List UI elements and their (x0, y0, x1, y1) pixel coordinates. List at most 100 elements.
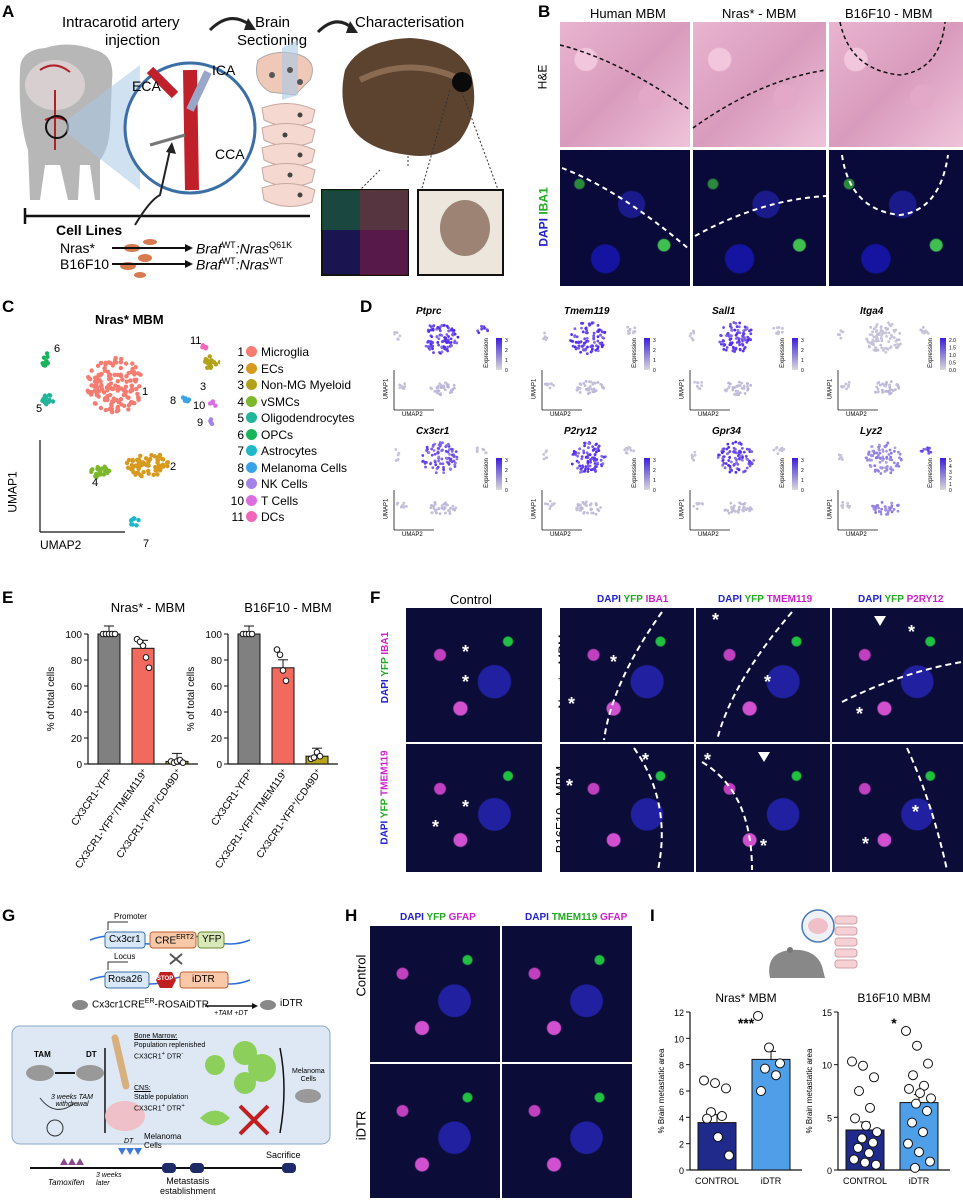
i-data-point (853, 1142, 863, 1153)
feature-cell-point (881, 382, 885, 386)
umap-cell-point (123, 361, 129, 366)
feature-cell-point (600, 454, 604, 458)
colorbar-tick: 3 (801, 338, 804, 344)
legend-number: 6 (237, 427, 244, 442)
i-data-point (857, 1133, 867, 1144)
feature-cell-point (596, 339, 600, 343)
umap-cell-point (93, 375, 98, 380)
e-y-tick: 20 (211, 734, 223, 745)
e-ylabel: % of total cells (186, 667, 197, 731)
feature-cell-point (885, 380, 888, 384)
feature-cell-point (600, 383, 604, 387)
e-category-label: CX3CR1-YFP+/CD49D+ (114, 767, 184, 860)
feature-xlabel: UMAP2 (698, 412, 719, 418)
colorbar-tick: 2 (653, 468, 656, 474)
feature-cell-point (727, 463, 730, 467)
feature-cell-point (697, 386, 701, 390)
feature-cell-point (735, 341, 739, 344)
umap-cell-point (146, 463, 151, 468)
feature-cell-point (746, 388, 749, 392)
feature-cell-point (434, 463, 438, 467)
umap-cell-point (93, 401, 98, 406)
feature-cell-point (592, 381, 596, 385)
feature-cell-point (893, 343, 897, 347)
i-y-tick: 8 (679, 1061, 684, 1071)
feature-cell-point (574, 347, 578, 351)
feature-cell-point (919, 328, 923, 332)
umap-cell-point (158, 467, 163, 472)
umap-cell-point (134, 386, 139, 392)
feature-cell-point (737, 441, 741, 445)
feature-cell-point (737, 505, 741, 509)
feature-cell-point (749, 332, 753, 336)
feature-cell-point (542, 452, 546, 456)
feature-cell-point (890, 501, 894, 505)
feature-cell-point (447, 448, 451, 451)
feature-gene-title: Itga4 (860, 306, 884, 317)
feature-cell-point (484, 451, 488, 455)
feature-cell-point (398, 334, 402, 338)
umap-cell-point (136, 517, 141, 523)
f-star: * (642, 750, 650, 770)
feature-xlabel: UMAP2 (550, 412, 571, 418)
feature-cell-point (722, 348, 726, 351)
feature-cell-point (737, 339, 741, 342)
feature-cell-point (920, 449, 924, 453)
feature-cell-point (884, 384, 888, 388)
umap-cell-point (108, 385, 114, 391)
feature-cell-point (875, 322, 879, 326)
umap-cell-point (109, 403, 114, 409)
i-y-tick: 4 (679, 1113, 684, 1123)
g-melanoma: Melanoma Cells (292, 1068, 325, 1083)
feature-cell-point (590, 349, 594, 353)
umap-cell-point (98, 405, 104, 411)
feature-cell-point (865, 338, 869, 341)
feature-cell-point (435, 386, 439, 390)
feature-cell-point (599, 506, 602, 509)
g-rosa: Rosa26 (108, 974, 143, 985)
i-data-point (775, 1058, 785, 1069)
f-star: * (462, 672, 470, 692)
feature-cell-point (729, 322, 732, 326)
h-control-yfp (370, 926, 500, 1062)
feature-cell-point (449, 389, 453, 392)
feature-cell-point (593, 341, 596, 344)
i-y-tick: 10 (674, 1034, 684, 1044)
feature-cell-point (431, 341, 434, 345)
feature-cell-point (892, 336, 896, 340)
expression-legend-title: Expression (631, 338, 638, 368)
feature-xlabel: UMAP2 (698, 532, 719, 538)
feature-cell-point (570, 462, 574, 466)
legend-swatch (246, 346, 257, 357)
legend-label: OPCs (261, 427, 294, 442)
legend-swatch (246, 412, 257, 423)
e-y-tick: 40 (71, 708, 83, 719)
umap-cell-point (208, 417, 214, 422)
feature-cell-point (446, 345, 450, 349)
umap-cell-point (101, 390, 107, 395)
feature-cell-point (456, 335, 460, 339)
umap-cell-point (98, 379, 103, 384)
feature-cell-point (424, 465, 427, 469)
feature-cell-point (592, 387, 596, 391)
legend-swatch (246, 395, 257, 407)
cell-lines-title: Cell Lines (56, 222, 123, 238)
feature-cell-point (731, 441, 735, 445)
panel-i: Nras* MBM 12 10 8 6 4 2 0 % Brain metastatic are… (650, 908, 963, 1200)
feature-cell-point (542, 457, 546, 461)
feature-cell-point (749, 506, 752, 510)
umap-cell-point (146, 471, 151, 476)
umap-cluster-label: 7 (143, 538, 149, 550)
i-data-point (903, 1138, 913, 1149)
feature-cell-point (745, 466, 749, 470)
feature-cell-point (738, 343, 742, 347)
f-nras-p2ry12 (832, 608, 963, 742)
feature-cell-point (776, 332, 780, 336)
feature-cell-point (449, 506, 453, 510)
feature-cell-point (629, 448, 633, 452)
i-bar (751, 1058, 791, 1171)
feature-cell-point (879, 472, 883, 475)
feature-cell-point (584, 327, 588, 330)
g-cross: Cx3cr1CREER-ROSAiDTR (92, 998, 209, 1011)
e-bar (97, 633, 121, 765)
